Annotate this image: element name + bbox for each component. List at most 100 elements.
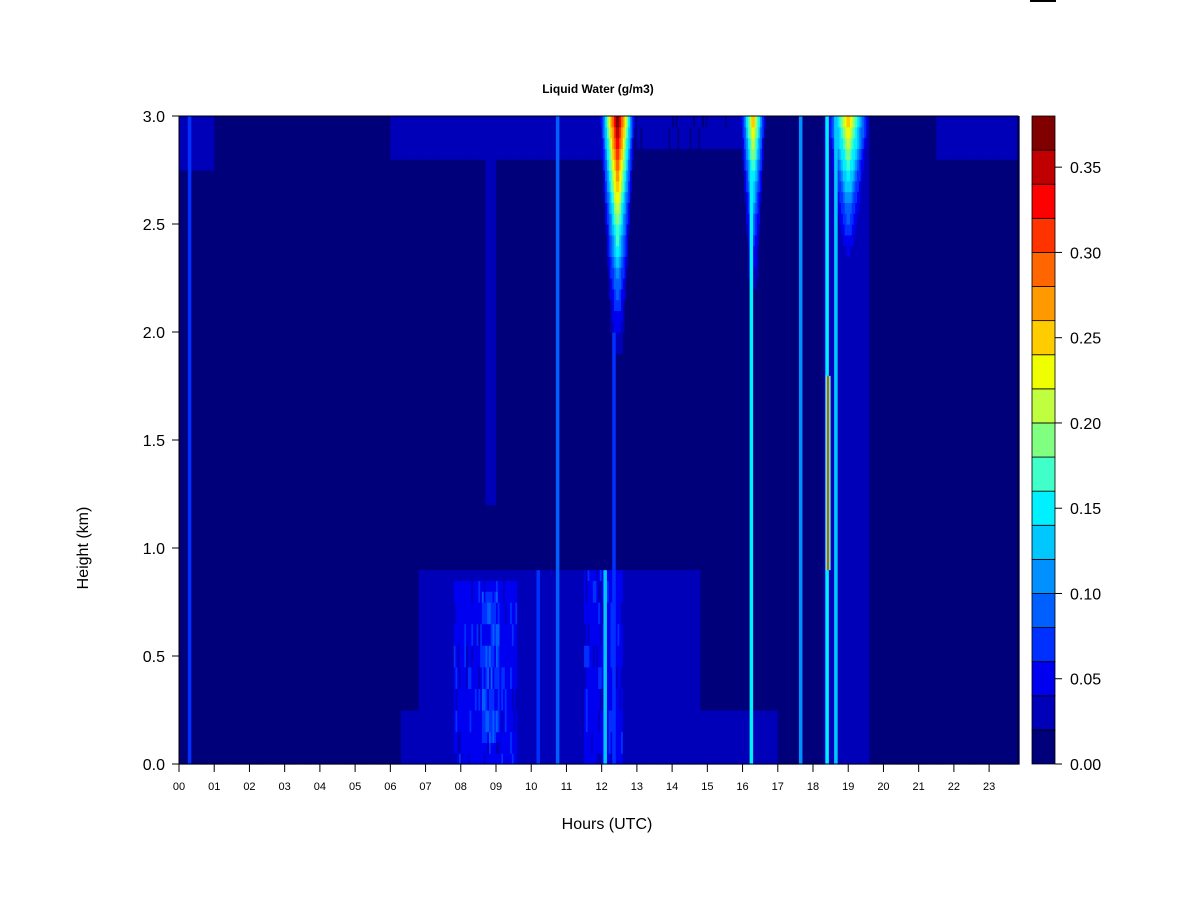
heatmap-cell bbox=[753, 213, 756, 236]
heatmap-cell bbox=[555, 116, 559, 765]
heatmap-cell bbox=[621, 224, 624, 236]
heatmap-cell bbox=[446, 159, 450, 571]
heatmap-cell bbox=[851, 116, 855, 128]
colorbar-tick-label: 0.10 bbox=[1070, 586, 1101, 603]
heatmap-cell bbox=[592, 602, 596, 646]
colorbar-swatch bbox=[1031, 422, 1056, 458]
heatmap-cell bbox=[601, 137, 605, 160]
heatmap-cell bbox=[402, 116, 406, 160]
heatmap-cell bbox=[619, 688, 622, 711]
heatmap-cell bbox=[193, 170, 196, 765]
heatmap-cell bbox=[545, 569, 548, 765]
heatmap-cell bbox=[520, 159, 524, 571]
heatmap-cell bbox=[855, 126, 858, 149]
heatmap-cell bbox=[550, 159, 553, 571]
heatmap-cell bbox=[619, 202, 622, 214]
heatmap-cell bbox=[446, 569, 450, 765]
heatmap-cell bbox=[629, 191, 633, 203]
heatmap-cell bbox=[841, 234, 844, 765]
colorbar-swatch bbox=[1031, 252, 1056, 287]
heatmap-cell bbox=[448, 159, 451, 571]
heatmap-cell bbox=[564, 159, 568, 571]
x-tick-label: 08 bbox=[455, 781, 467, 793]
heatmap-cell bbox=[716, 116, 719, 149]
heatmap-cells bbox=[179, 116, 1020, 765]
heatmap-cell bbox=[608, 126, 612, 139]
heatmap-cell bbox=[531, 116, 534, 160]
heatmap-cell bbox=[735, 148, 738, 711]
heatmap-cell bbox=[971, 116, 974, 160]
colorbar-swatch bbox=[1031, 627, 1056, 663]
heatmap-cell bbox=[628, 126, 631, 149]
heatmap-cell bbox=[742, 116, 745, 139]
heatmap-cell bbox=[689, 116, 693, 128]
heatmap-cell bbox=[851, 148, 855, 171]
heatmap-cell bbox=[584, 688, 587, 765]
heatmap-cell bbox=[1004, 116, 1008, 160]
heatmap-cell bbox=[483, 116, 487, 160]
heatmap-cell bbox=[305, 116, 309, 765]
heatmap-cell bbox=[811, 116, 814, 765]
heatmap-cell bbox=[760, 116, 763, 128]
heatmap-cell bbox=[730, 148, 733, 711]
heatmap-cell bbox=[571, 569, 575, 765]
heatmap-cell bbox=[411, 710, 414, 765]
heatmap-cell bbox=[212, 170, 215, 765]
heatmap-cell bbox=[839, 159, 842, 171]
heatmap-cell bbox=[746, 710, 749, 765]
heatmap-cell bbox=[344, 116, 347, 765]
heatmap-cell bbox=[448, 569, 451, 765]
heatmap-cell bbox=[837, 116, 841, 128]
heatmap-cell bbox=[767, 710, 770, 765]
heatmap-cell bbox=[427, 569, 430, 765]
heatmap-cell bbox=[480, 159, 483, 571]
heatmap-cell bbox=[455, 159, 458, 571]
heatmap-cell bbox=[252, 116, 256, 765]
y-tick-label: 3.0 bbox=[143, 109, 165, 126]
heatmap-cell bbox=[686, 148, 689, 571]
colorbar-swatch bbox=[1031, 490, 1056, 526]
y-tick-label: 2.5 bbox=[143, 217, 165, 234]
heatmap-cell bbox=[459, 569, 462, 581]
heatmap-cell bbox=[351, 116, 354, 765]
heatmap-cell bbox=[945, 159, 948, 765]
heatmap-cell bbox=[446, 116, 450, 160]
heatmap-cell bbox=[605, 159, 608, 182]
heatmap-cell bbox=[950, 159, 953, 765]
heatmap-cell bbox=[478, 666, 481, 689]
heatmap-cell bbox=[853, 170, 856, 182]
heatmap-cell bbox=[414, 710, 418, 765]
heatmap-cell bbox=[761, 116, 765, 139]
heatmap-cell bbox=[485, 666, 488, 711]
heatmap-cell bbox=[492, 666, 495, 689]
heatmap-cell bbox=[430, 116, 434, 160]
heatmap-cell bbox=[756, 159, 760, 182]
heatmap-cell bbox=[709, 710, 712, 765]
heatmap-cell bbox=[194, 170, 198, 765]
y-axis-label: Height (km) bbox=[75, 507, 92, 590]
heatmap-cell bbox=[754, 170, 758, 182]
heatmap-cell bbox=[635, 569, 638, 765]
heatmap-cell bbox=[629, 569, 633, 765]
heatmap-cell bbox=[460, 580, 464, 754]
heatmap-cell bbox=[621, 180, 624, 193]
heatmap-cell bbox=[578, 159, 582, 571]
heatmap-cell bbox=[180, 116, 184, 171]
heatmap-cell bbox=[952, 116, 955, 160]
heatmap-cell bbox=[471, 159, 474, 571]
heatmap-cell bbox=[488, 666, 492, 689]
heatmap-cell bbox=[550, 569, 553, 765]
heatmap-cell bbox=[864, 116, 867, 139]
heatmap-cell bbox=[754, 288, 758, 711]
heatmap-cell bbox=[654, 148, 657, 571]
heatmap-cell bbox=[848, 137, 851, 149]
heatmap-cell bbox=[735, 116, 738, 149]
heatmap-cell bbox=[532, 116, 536, 160]
heatmap-cell bbox=[485, 591, 488, 625]
colorbar-tick-label: 0.15 bbox=[1070, 501, 1101, 518]
heatmap-cell bbox=[628, 148, 631, 160]
heatmap-cell bbox=[437, 569, 441, 765]
heatmap-cell bbox=[561, 569, 564, 765]
heatmap-cell bbox=[520, 569, 524, 765]
heatmap-cell bbox=[746, 224, 749, 236]
